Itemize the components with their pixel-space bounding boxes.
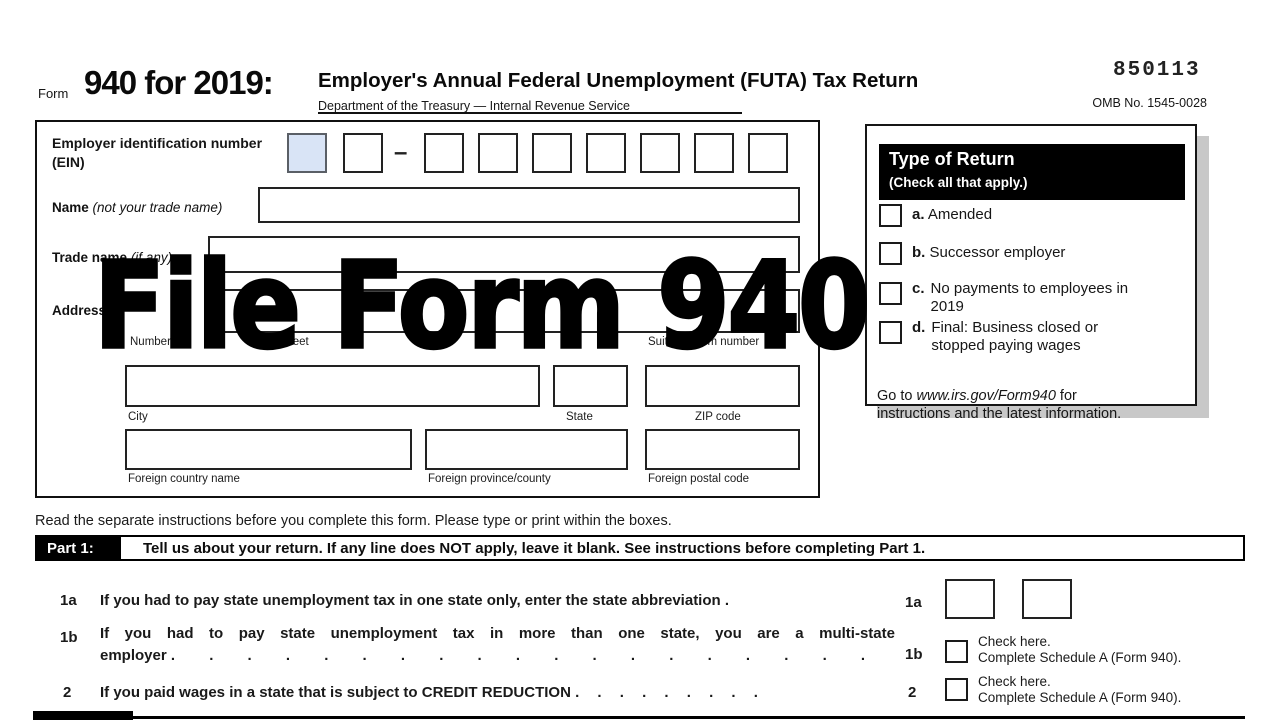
name-label: Name (not your trade name) xyxy=(52,200,222,215)
line-2-check-text: Check here. Complete Schedule A (Form 94… xyxy=(978,674,1182,705)
form-word-label: Form xyxy=(38,86,69,101)
foreign-province-label: Foreign province/county xyxy=(428,473,551,485)
irs-form940-link[interactable]: www.irs.gov/Form940 xyxy=(916,388,1056,404)
ein-box[interactable] xyxy=(586,133,626,173)
line-2-number: 2 xyxy=(63,684,72,701)
form-code: 850113 xyxy=(1113,59,1201,82)
foreign-country-label: Foreign country name xyxy=(128,473,240,485)
amended-letter: a. xyxy=(912,206,925,223)
type-of-return-panel: Type of Return (Check all that apply.) xyxy=(865,124,1197,406)
ein-label-line1: Employer identification number xyxy=(52,135,263,151)
type-of-return-header: Type of Return (Check all that apply.) xyxy=(879,144,1185,200)
form-title: Employer's Annual Federal Unemployment (… xyxy=(318,69,919,92)
state-abbreviation-box-1[interactable] xyxy=(945,579,995,619)
no-payments-text: No payments to employees in 2019 xyxy=(930,280,1129,315)
goto-instructions: Go to www.irs.gov/Form940 for instructio… xyxy=(877,369,1192,423)
final-checkbox[interactable] xyxy=(879,321,902,344)
name-field[interactable] xyxy=(258,187,800,223)
goto-prefix: Go to xyxy=(877,388,917,404)
no-payments-letter: c. xyxy=(912,280,925,297)
line-1b-word: employer xyxy=(100,647,167,664)
line-2-dot-leader: . . . . . . . . . xyxy=(575,684,758,701)
line-1a-right-number: 1a xyxy=(905,594,922,611)
line-1b-checkbox[interactable] xyxy=(945,640,968,663)
ein-dash: – xyxy=(394,139,408,166)
amended-checkbox[interactable] xyxy=(879,204,902,227)
state-abbreviation-box-2[interactable] xyxy=(1022,579,1072,619)
line-1b-check-text: Check here. Complete Schedule A (Form 94… xyxy=(978,634,1182,665)
address-field[interactable] xyxy=(208,289,800,333)
identity-box xyxy=(35,120,820,498)
ein-box[interactable] xyxy=(532,133,572,173)
part1-label: Part 1: xyxy=(37,537,121,559)
department-line: Department of the Treasury — Internal Re… xyxy=(318,99,630,113)
trade-name-field[interactable] xyxy=(208,236,800,273)
name-label-word: Name xyxy=(52,200,89,215)
ein-box[interactable] xyxy=(748,133,788,173)
omb-number: OMB No. 1545-0028 xyxy=(1092,96,1207,110)
ein-label-line2: (EIN) xyxy=(52,154,85,170)
successor-letter: b. xyxy=(912,244,926,261)
line-1a-number: 1a xyxy=(60,592,77,609)
successor-text: Successor employer xyxy=(929,244,1066,261)
suite-label: Suite or room number xyxy=(648,336,760,348)
state-label: State xyxy=(566,411,593,423)
trade-name-label-word: Trade name xyxy=(52,250,128,265)
final-option: d. Final: Business closed or stopped pay… xyxy=(912,319,1098,355)
trade-name-label: Trade name (if any) xyxy=(52,250,172,265)
line-2-text: If you paid wages in a state that is sub… xyxy=(100,684,900,701)
no-payments-option: c. No payments to employees in 2019 xyxy=(912,280,1128,316)
line-2-checkbox[interactable] xyxy=(945,678,968,701)
foreign-country-field[interactable] xyxy=(125,429,412,470)
foreign-postal-field[interactable] xyxy=(645,429,800,470)
type-of-return-subtitle: (Check all that apply.) xyxy=(889,175,1028,190)
trade-name-label-hint: (if any) xyxy=(130,250,173,265)
final-text: Final: Business closed or stopped paying… xyxy=(931,319,1099,354)
part2-header-stub xyxy=(33,711,133,720)
foreign-province-field[interactable] xyxy=(425,429,628,470)
city-label: City xyxy=(128,411,148,423)
no-payments-checkbox[interactable] xyxy=(879,282,902,305)
ein-label: Employer identification number (EIN) xyxy=(52,134,287,172)
foreign-postal-label: Foreign postal code xyxy=(648,473,750,485)
ein-box[interactable] xyxy=(640,133,680,173)
successor-option: b. Successor employer xyxy=(912,244,1065,261)
ein-box[interactable] xyxy=(424,133,464,173)
department-rule xyxy=(318,112,742,114)
part1-title: Tell us about your return. If any line d… xyxy=(143,539,926,557)
line-1b-dot-leader: . . . . . . . . . . . . . . . . . . . xyxy=(170,647,866,664)
line-1b-number: 1b xyxy=(60,629,78,646)
line-2-text-main: If you paid wages in a state that is sub… xyxy=(100,684,571,701)
line-1a-text: If you had to pay state unemployment tax… xyxy=(100,592,730,609)
successor-checkbox[interactable] xyxy=(879,242,902,265)
ein-box[interactable] xyxy=(343,133,383,173)
name-label-hint: (not your trade name) xyxy=(92,200,223,215)
read-instructions-note: Read the separate instructions before yo… xyxy=(35,513,672,529)
line-1b-text-line2: employer . . . . . . . . . . . . . . . .… xyxy=(100,647,895,664)
amended-text: Amended xyxy=(927,206,993,223)
address-label: Address xyxy=(52,303,107,318)
amended-option: a. Amended xyxy=(912,206,992,223)
zip-label: ZIP code xyxy=(695,411,741,423)
ein-box[interactable] xyxy=(478,133,518,173)
number-label: Number xyxy=(130,336,171,348)
type-of-return-title: Type of Return xyxy=(889,149,1015,169)
part2-top-rule xyxy=(33,716,1245,719)
line-2-right-number: 2 xyxy=(908,684,917,701)
part1-header: Part 1: Tell us about your return. If an… xyxy=(35,535,1245,561)
city-field[interactable] xyxy=(125,365,540,407)
form-number: 940 for 2019: xyxy=(84,64,274,101)
video-overlay-title: File Form 940 xyxy=(92,235,871,376)
state-field[interactable] xyxy=(553,365,628,407)
ein-box[interactable] xyxy=(694,133,734,173)
goto-suffix: for instructions and the latest informat… xyxy=(877,388,1122,422)
line-1b-right-number: 1b xyxy=(905,646,923,663)
ein-box[interactable] xyxy=(287,133,327,173)
street-label: Street xyxy=(278,336,309,348)
zip-field[interactable] xyxy=(645,365,800,407)
final-letter: d. xyxy=(912,319,926,336)
line-1b-text-line1: If you had to pay state unemployment tax… xyxy=(100,625,895,642)
